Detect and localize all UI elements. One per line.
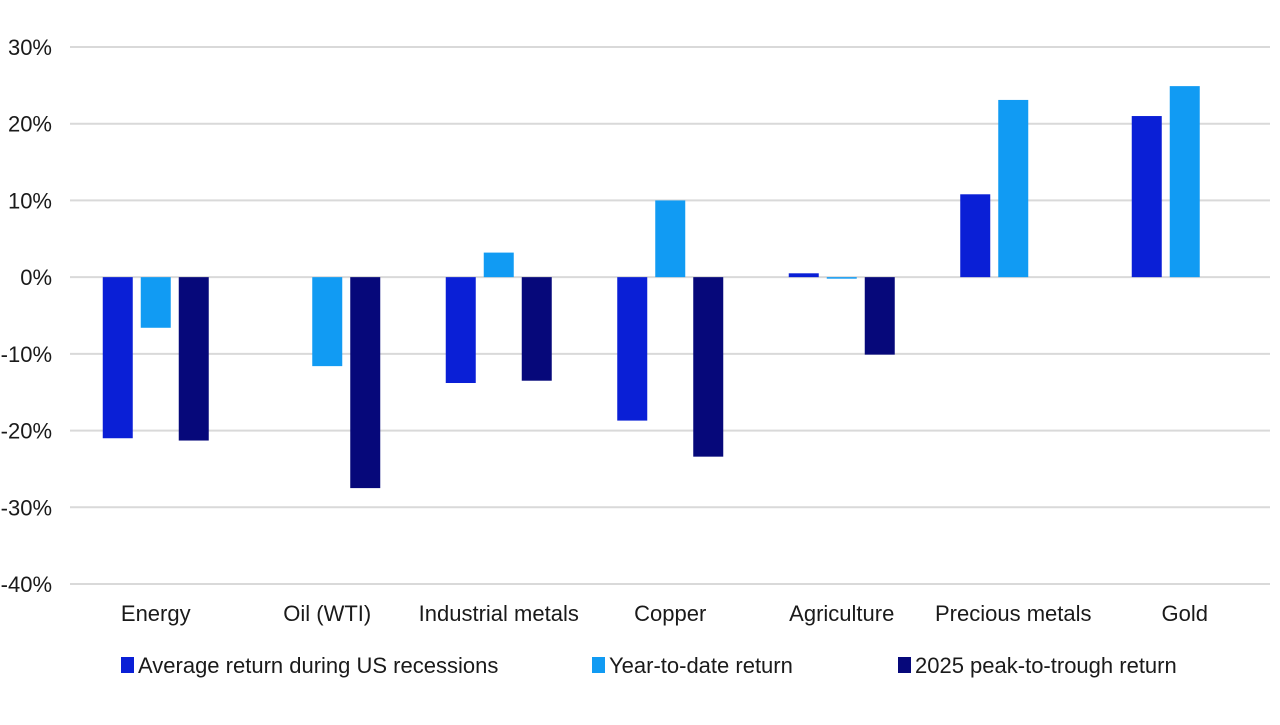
bar-3-agriculture — [864, 277, 895, 355]
bar-3-copper — [693, 277, 724, 457]
legend-label: 2025 peak-to-trough return — [915, 653, 1177, 678]
bar-1-copper — [617, 277, 648, 421]
x-category-label: Copper — [634, 601, 706, 626]
bars — [102, 86, 1200, 489]
x-category-label: Precious metals — [935, 601, 1092, 626]
x-category-label: Energy — [121, 601, 191, 626]
y-tick-label: 10% — [8, 188, 52, 213]
y-tick-label: -20% — [1, 419, 52, 444]
bar-3-oil-wti — [350, 277, 381, 489]
bar-2-agriculture — [826, 277, 857, 279]
bar-2-industrial-metals — [483, 252, 514, 278]
bar-2-precious-metals — [998, 99, 1029, 278]
legend-swatch — [121, 657, 134, 673]
bar-2-copper — [655, 200, 686, 278]
bar-3-industrial-metals — [521, 277, 552, 381]
bar-2-gold — [1169, 86, 1200, 278]
y-tick-label: 20% — [8, 112, 52, 137]
legend: Average return during US recessions Year-… — [121, 653, 1177, 678]
bar-3-energy — [178, 277, 209, 441]
bar-1-industrial-metals — [445, 277, 476, 384]
x-category-label: Gold — [1162, 601, 1208, 626]
legend-label: Year-to-date return — [609, 653, 793, 678]
gridlines — [70, 46, 1270, 585]
bar-1-precious-metals — [960, 194, 991, 278]
x-category-label: Agriculture — [789, 601, 894, 626]
legend-swatch — [592, 657, 605, 673]
y-tick-label: -40% — [1, 572, 52, 597]
bar-1-gold — [1131, 116, 1162, 278]
y-tick-label: 0% — [20, 265, 52, 290]
bar-1-energy — [102, 277, 133, 439]
bar-1-agriculture — [788, 273, 819, 278]
legend-swatch — [898, 657, 911, 673]
x-category-label: Industrial metals — [419, 601, 579, 626]
legend-label: Average return during US recessions — [138, 653, 498, 678]
y-axis-tick-labels: 30% 20% 10% 0% -10% -20% -30% -40% — [1, 35, 52, 597]
bar-2-oil-wti — [312, 277, 343, 367]
bar-2-energy — [140, 277, 171, 328]
y-tick-label: 30% — [8, 35, 52, 60]
x-category-label: Oil (WTI) — [283, 601, 371, 626]
y-tick-label: -30% — [1, 495, 52, 520]
x-axis-category-labels: Energy Oil (WTI) Industrial metals Copper Ag… — [121, 601, 1208, 626]
y-tick-label: -10% — [1, 342, 52, 367]
